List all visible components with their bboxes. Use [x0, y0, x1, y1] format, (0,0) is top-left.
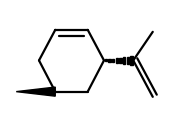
- Polygon shape: [105, 59, 107, 61]
- Polygon shape: [116, 58, 118, 63]
- Polygon shape: [123, 57, 125, 64]
- Polygon shape: [119, 58, 122, 63]
- Polygon shape: [108, 59, 111, 62]
- Polygon shape: [112, 58, 114, 62]
- Polygon shape: [130, 56, 133, 65]
- Polygon shape: [16, 87, 55, 96]
- Polygon shape: [127, 57, 129, 64]
